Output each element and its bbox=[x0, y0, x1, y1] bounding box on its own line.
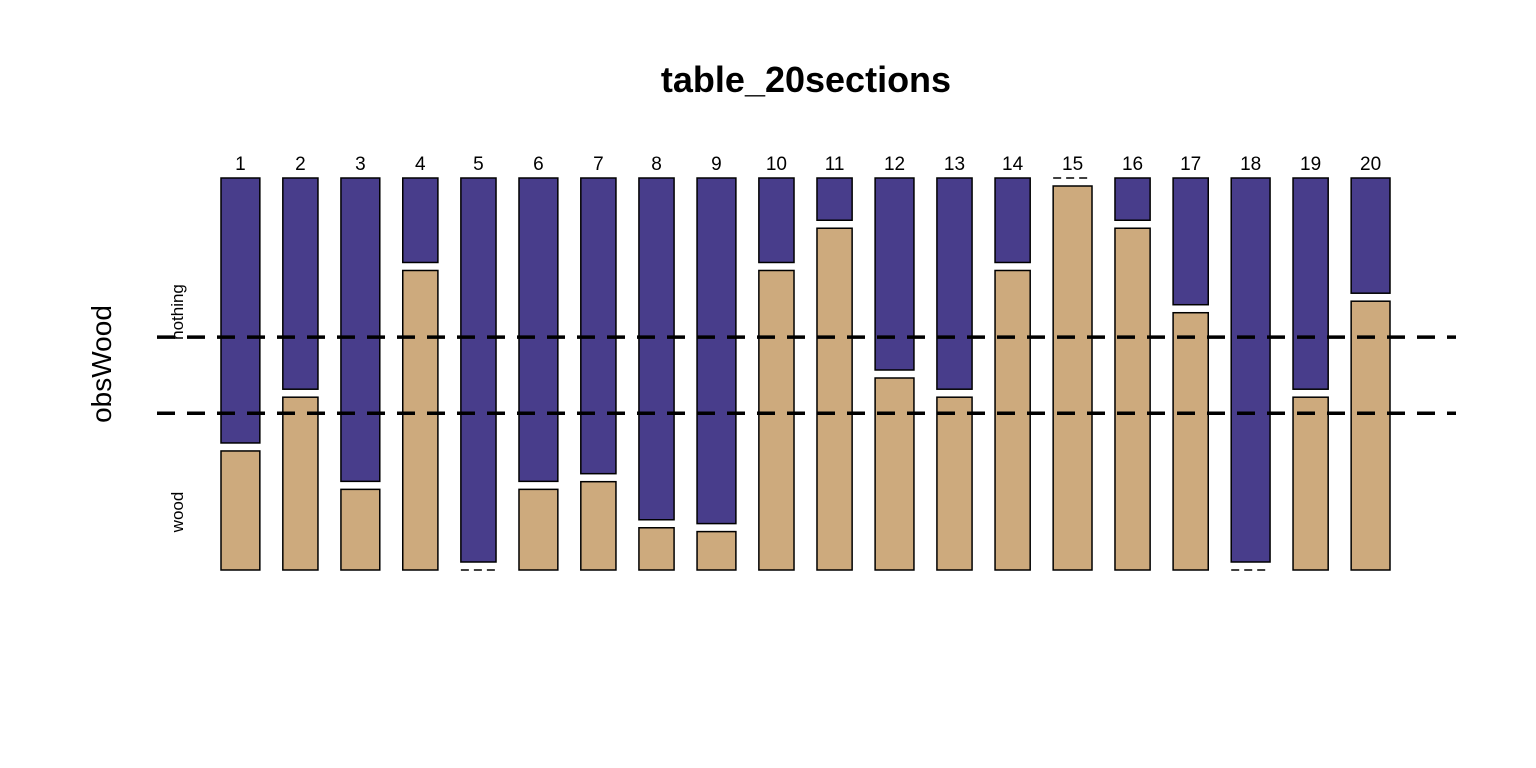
mosaic-columns bbox=[220, 177, 1391, 571]
tile-nothing-10 bbox=[758, 177, 795, 264]
tile-wood-12 bbox=[874, 377, 915, 571]
tile-nothing-6 bbox=[518, 177, 559, 483]
column-label-13: 13 bbox=[944, 154, 965, 175]
y-axis-title: obsWood bbox=[86, 305, 117, 423]
column-label-14: 14 bbox=[1002, 154, 1024, 175]
tile-nothing-8 bbox=[638, 177, 675, 521]
tile-nothing-2 bbox=[282, 177, 319, 390]
tile-wood-11 bbox=[816, 227, 853, 571]
tile-nothing-5 bbox=[460, 177, 497, 563]
column-label-11: 11 bbox=[825, 154, 845, 175]
tile-wood-3 bbox=[340, 488, 381, 571]
tile-nothing-18 bbox=[1230, 177, 1271, 563]
tile-wood-20 bbox=[1350, 300, 1391, 571]
tile-wood-13 bbox=[936, 396, 973, 571]
tile-wood-6 bbox=[518, 488, 559, 571]
tile-wood-2 bbox=[282, 396, 319, 571]
tile-wood-16 bbox=[1114, 227, 1151, 571]
tile-nothing-20 bbox=[1350, 177, 1391, 294]
column-label-17: 17 bbox=[1180, 154, 1201, 175]
column-label-5: 5 bbox=[473, 154, 484, 175]
column-label-9: 9 bbox=[711, 154, 722, 175]
tile-wood-17 bbox=[1172, 311, 1209, 571]
tile-wood-10 bbox=[758, 269, 795, 571]
reference-lines bbox=[157, 335, 1456, 415]
column-label-15: 15 bbox=[1062, 154, 1083, 175]
tile-wood-8 bbox=[638, 527, 675, 571]
column-label-2: 2 bbox=[295, 154, 306, 175]
tile-wood-19 bbox=[1292, 396, 1329, 571]
tile-wood-9 bbox=[696, 530, 737, 571]
tile-wood-7 bbox=[580, 480, 617, 571]
column-label-10: 10 bbox=[766, 154, 787, 175]
tile-nothing-19 bbox=[1292, 177, 1329, 390]
column-label-1: 1 bbox=[235, 154, 246, 175]
column-label-19: 19 bbox=[1300, 154, 1321, 175]
column-label-12: 12 bbox=[884, 154, 905, 175]
column-label-4: 4 bbox=[415, 154, 426, 175]
row-label-nothing: nothing bbox=[168, 284, 187, 340]
column-label-16: 16 bbox=[1122, 154, 1143, 175]
tile-nothing-16 bbox=[1114, 177, 1151, 221]
tile-wood-4 bbox=[402, 269, 439, 571]
tile-wood-15 bbox=[1052, 185, 1093, 571]
row-label-wood: wood bbox=[168, 492, 187, 534]
tile-nothing-9 bbox=[696, 177, 737, 525]
tile-nothing-1 bbox=[220, 177, 261, 444]
column-labels: 1 2 3 4 5 6 7 8 9 10 11 12 13 14 15 16 17 18 19 20 bbox=[235, 154, 1381, 175]
tile-nothing-17 bbox=[1172, 177, 1209, 306]
column-label-6: 6 bbox=[533, 154, 544, 175]
tile-nothing-4 bbox=[402, 177, 439, 264]
row-labels: nothing wood bbox=[168, 284, 187, 533]
tile-nothing-13 bbox=[936, 177, 973, 390]
chart-title: table_20sections bbox=[661, 59, 951, 100]
column-label-20: 20 bbox=[1360, 154, 1381, 175]
column-label-3: 3 bbox=[355, 154, 366, 175]
tile-nothing-11 bbox=[816, 177, 853, 221]
column-label-18: 18 bbox=[1240, 154, 1261, 175]
tile-nothing-14 bbox=[994, 177, 1031, 264]
column-label-8: 8 bbox=[651, 154, 662, 175]
tile-nothing-3 bbox=[340, 177, 381, 483]
tile-nothing-12 bbox=[874, 177, 915, 371]
column-label-7: 7 bbox=[593, 154, 604, 175]
tile-wood-14 bbox=[994, 269, 1031, 571]
tile-nothing-7 bbox=[580, 177, 617, 475]
tile-wood-1 bbox=[220, 450, 261, 571]
